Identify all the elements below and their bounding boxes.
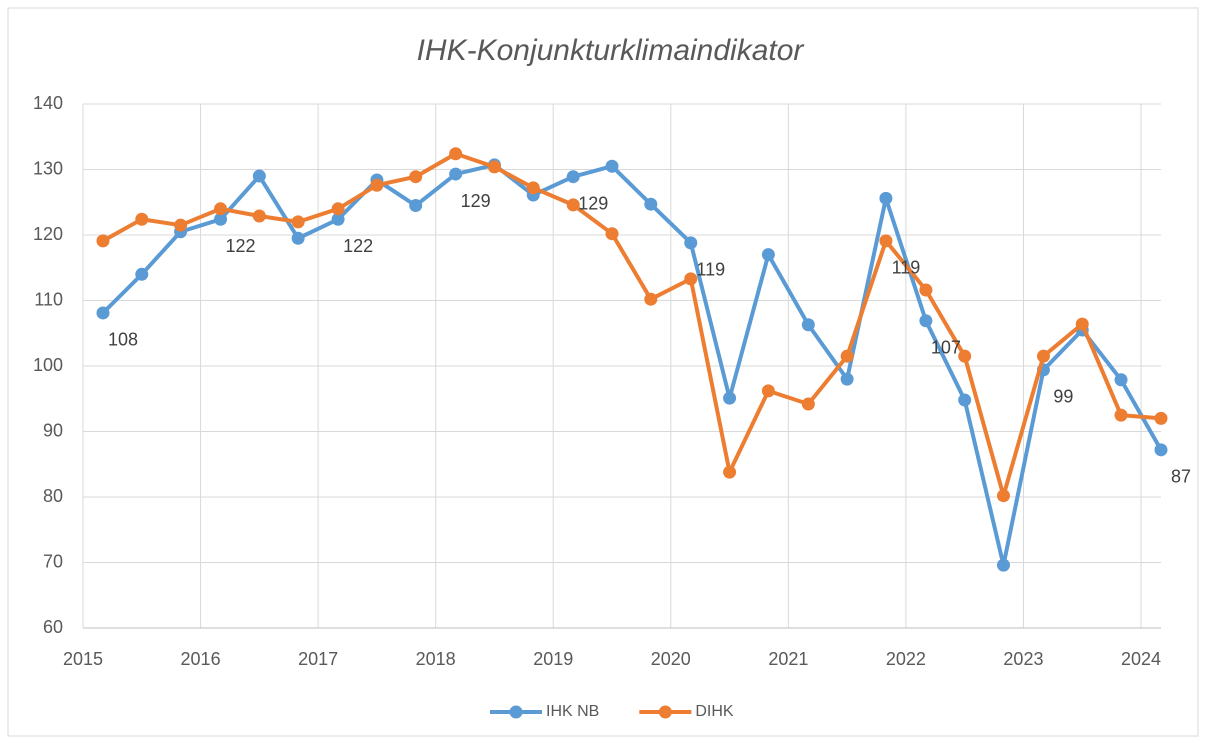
marker: [135, 267, 149, 281]
series-line: [101, 162, 1163, 568]
x-tick-label: 2024: [1121, 649, 1161, 669]
marker: [761, 248, 775, 262]
marker: [331, 202, 345, 216]
marker: [684, 236, 698, 250]
marker: [1154, 443, 1168, 457]
y-tick-label: 80: [43, 486, 63, 506]
marker: [996, 558, 1010, 572]
marker: [566, 198, 580, 212]
data-label: 129: [578, 193, 608, 213]
marker: [1036, 349, 1050, 363]
y-tick-label: 90: [43, 420, 63, 440]
marker: [644, 197, 658, 211]
y-tick-label: 120: [33, 224, 63, 244]
y-tick-label: 70: [43, 551, 63, 571]
marker: [214, 202, 228, 216]
marker: [449, 167, 463, 181]
marker: [644, 292, 658, 306]
data-label: 87: [1171, 467, 1191, 487]
data-label: 107: [931, 338, 961, 358]
marker: [291, 231, 305, 245]
marker: [919, 314, 933, 328]
legend-label: DIHK: [695, 703, 734, 720]
chart-title: IHK-Konjunkturklimaindikator: [417, 34, 805, 67]
y-tick-label: 60: [43, 617, 63, 637]
data-label: 122: [226, 236, 256, 256]
x-tick-label: 2016: [181, 649, 221, 669]
marker: [526, 181, 540, 195]
x-tick-label: 2019: [533, 649, 573, 669]
marker: [958, 393, 972, 407]
y-tick-label: 110: [34, 289, 63, 309]
y-tick-label: 140: [33, 93, 63, 113]
x-tick-label: 2023: [1003, 649, 1043, 669]
marker: [840, 349, 854, 363]
series-line: [102, 151, 1162, 498]
data-label: 119: [892, 258, 921, 278]
marker: [96, 234, 110, 248]
x-tick-label: 2015: [63, 649, 103, 669]
marker: [684, 272, 698, 286]
marker: [996, 489, 1010, 503]
marker: [1114, 408, 1128, 422]
marker: [449, 147, 463, 161]
marker: [801, 318, 815, 332]
x-tick-label: 2022: [886, 649, 926, 669]
legend-marker: [658, 705, 672, 719]
data-label: 99: [1053, 387, 1073, 407]
marker: [96, 306, 110, 320]
legend-marker: [509, 705, 523, 719]
marker: [252, 169, 266, 183]
x-tick-label: 2021: [768, 649, 808, 669]
marker: [409, 199, 423, 213]
marker: [252, 209, 266, 223]
marker: [1075, 317, 1089, 331]
data-label: 129: [461, 191, 491, 211]
marker: [958, 349, 972, 363]
marker: [135, 212, 149, 226]
marker: [840, 372, 854, 386]
marker: [723, 465, 737, 479]
marker: [919, 283, 933, 297]
y-tick-label: 130: [33, 158, 63, 178]
marker: [174, 218, 188, 232]
marker: [605, 227, 619, 241]
marker: [214, 212, 228, 226]
marker: [605, 159, 619, 173]
marker: [801, 397, 815, 411]
marker: [723, 391, 737, 405]
marker: [879, 191, 893, 205]
marker: [487, 160, 501, 174]
chart-border: [7, 7, 1199, 737]
x-tick-label: 2017: [298, 649, 338, 669]
data-label: 122: [343, 236, 373, 256]
y-tick-label: 100: [33, 355, 63, 375]
marker: [370, 178, 384, 192]
legend-label: IHK NB: [546, 703, 599, 720]
x-tick-label: 2020: [651, 649, 691, 669]
marker: [879, 234, 893, 248]
marker: [1154, 411, 1168, 425]
marker: [1114, 373, 1128, 387]
marker: [331, 212, 345, 226]
x-tick-label: 2018: [416, 649, 456, 669]
data-label: 119: [696, 260, 725, 280]
marker: [409, 170, 423, 184]
data-label: 108: [108, 330, 138, 350]
marker: [291, 215, 305, 229]
marker: [566, 170, 580, 184]
marker: [761, 384, 775, 398]
